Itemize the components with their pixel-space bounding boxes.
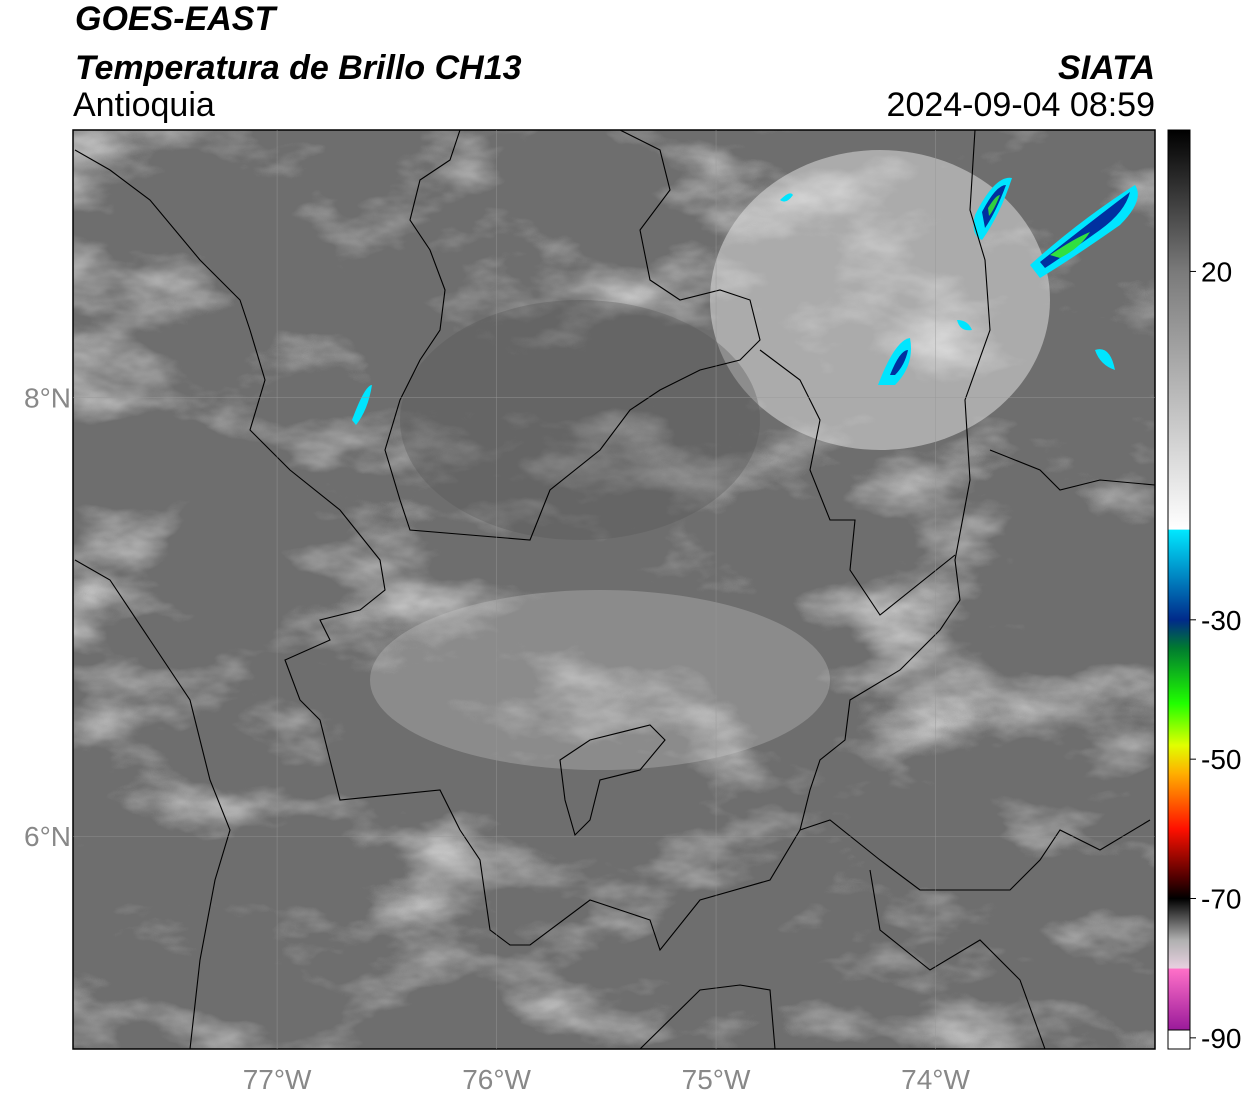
map-image: [73, 130, 1155, 1049]
colorbar-tick-label: 20: [1201, 256, 1232, 287]
colorbar-frame: [1167, 129, 1191, 1050]
storm-cells: [352, 177, 1138, 425]
agency: SIATA: [1058, 49, 1155, 87]
colorbar-tick-label: -30: [1201, 605, 1241, 636]
satellite: GOES-EAST: [75, 0, 278, 38]
colorbar-tick-label: -70: [1201, 884, 1241, 915]
colorbar: [1168, 130, 1190, 1030]
cloud-mass: [710, 150, 1050, 450]
borders: [74, 130, 1155, 1049]
lon-tick-label: 76°W: [462, 1064, 531, 1095]
colorbar-tick-label: -50: [1201, 744, 1241, 775]
lat-tick-label: 6°N: [24, 821, 71, 852]
product: Temperatura de Brillo CH13: [75, 49, 522, 87]
lat-tick-label: 8°N: [24, 383, 71, 414]
colorbar-tick-label: -90: [1201, 1023, 1241, 1054]
map-frame: [72, 129, 1156, 1050]
lon-tick-label: 74°W: [901, 1064, 970, 1095]
colorbar-extension: [1167, 1029, 1191, 1050]
lon-tick-label: 75°W: [682, 1064, 751, 1095]
cloud-mass: [370, 590, 830, 770]
clear-area: [400, 300, 760, 540]
lon-tick-label: 77°W: [243, 1064, 312, 1095]
datetime: 2024-09-04 08:59: [887, 86, 1155, 124]
region: Antioquia: [73, 86, 215, 124]
